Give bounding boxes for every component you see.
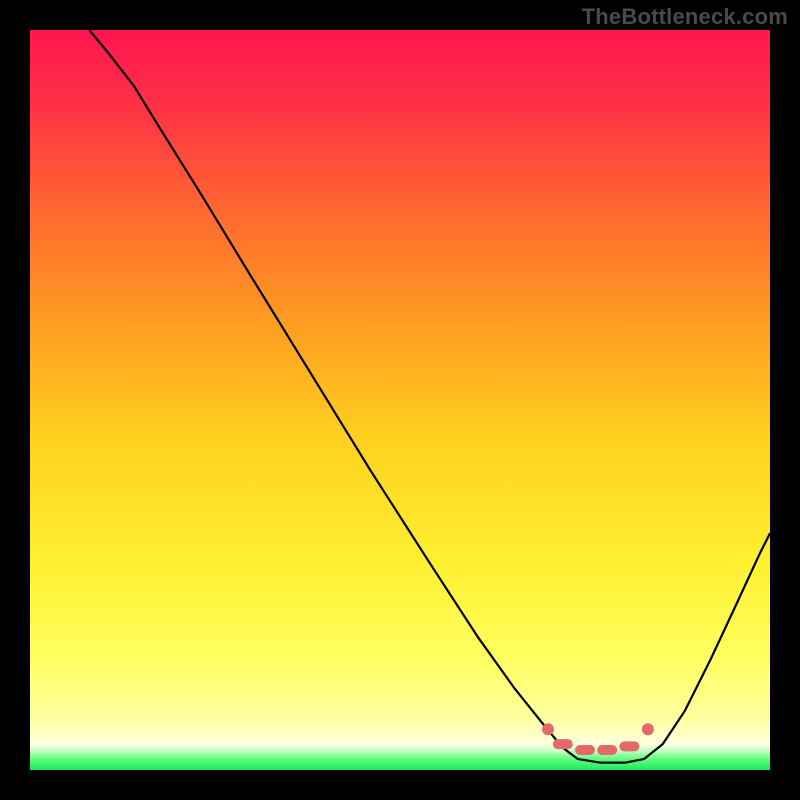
chart-gradient-bg [30,30,770,770]
optimal-range-dash [553,739,573,749]
optimal-range-dash [575,745,595,755]
optimal-range-dash [619,741,639,751]
watermark-text: TheBottleneck.com [582,4,788,30]
bottleneck-chart [0,0,800,800]
optimal-range-dash [597,745,617,755]
optimal-range-endpoint [642,723,654,735]
chart-container: TheBottleneck.com [0,0,800,800]
optimal-range-endpoint [542,723,554,735]
